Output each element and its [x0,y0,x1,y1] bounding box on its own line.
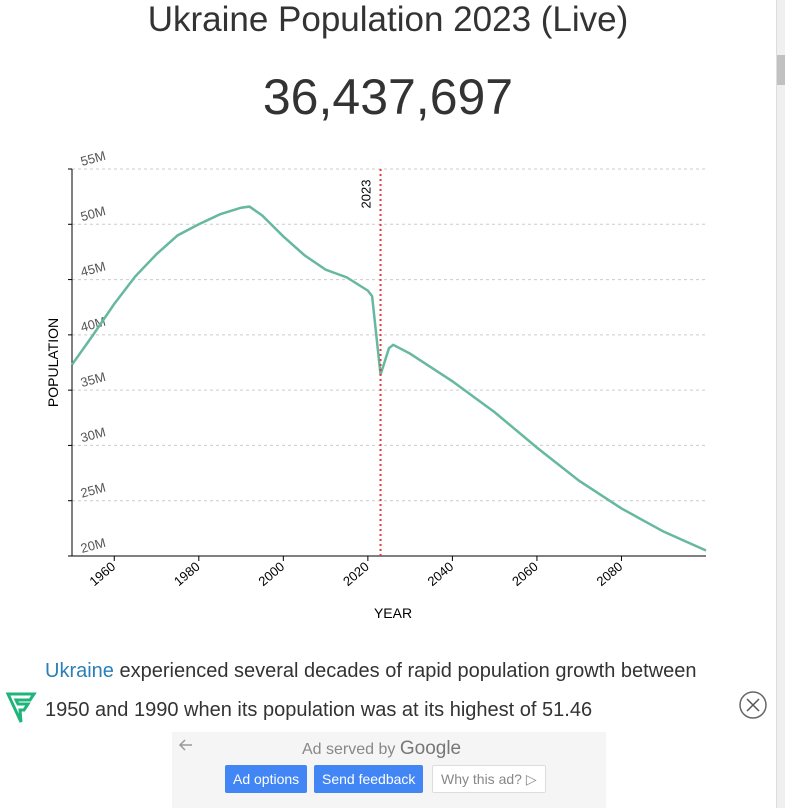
back-arrow[interactable] [178,738,194,752]
ad-brand: Google [399,738,462,759]
y-tick-label: 40M [79,314,107,335]
country-link[interactable]: Ukraine [45,660,114,682]
year-marker-label: 2023 [359,180,374,209]
x-axis-label: YEAR [374,605,412,621]
ad-attribution: Ad served by Google [302,738,461,760]
y-tick-label: 55M [79,148,107,169]
logo-icon[interactable] [4,690,38,726]
ad-button[interactable]: Why this ad? ▷ [432,765,546,793]
x-tick-label: 2060 [509,559,541,589]
population-line [70,205,707,552]
ad-panel: Ad served by Google Ad options Send feed… [172,732,606,808]
scroll-thumb[interactable] [777,55,785,85]
x-tick-label: 1960 [86,559,118,589]
y-axis-label: POPULATION [45,318,61,407]
y-tick-label: 50M [79,203,107,224]
y-tick-label: 20M [79,535,107,556]
ad-served-by: Ad served by [302,741,396,758]
ad-button[interactable]: Ad options [225,765,308,793]
chart: 20M 25M 30M 35M 40M 45M 50M 55M 1960 1980 2000 2020… [45,148,707,621]
live-counter: 36,437,697 [262,69,514,125]
ad-button[interactable]: Send feedback [314,765,424,793]
x-tick-label: 2080 [594,559,626,589]
page-title: Ukraine Population 2023 (Live) [147,0,629,39]
y-tick-label: 30M [79,424,107,445]
y-tick-label: 25M [79,480,107,501]
close-button[interactable] [737,689,769,721]
y-tick-label: 35M [79,369,107,390]
y-tick-label: 45M [79,258,107,279]
ad-button-label: Why this ad? [441,771,522,787]
scrollbar[interactable] [776,0,785,808]
x-tick-label: 2040 [425,559,457,589]
x-tick-label: 2000 [255,559,287,589]
x-tick-label: 1980 [171,559,203,589]
x-tick-label: 2020 [340,559,372,589]
paragraph-text: experienced several decades of rapid pop… [45,660,697,721]
paragraph: Ukraine experienced several decades of r… [45,652,735,730]
